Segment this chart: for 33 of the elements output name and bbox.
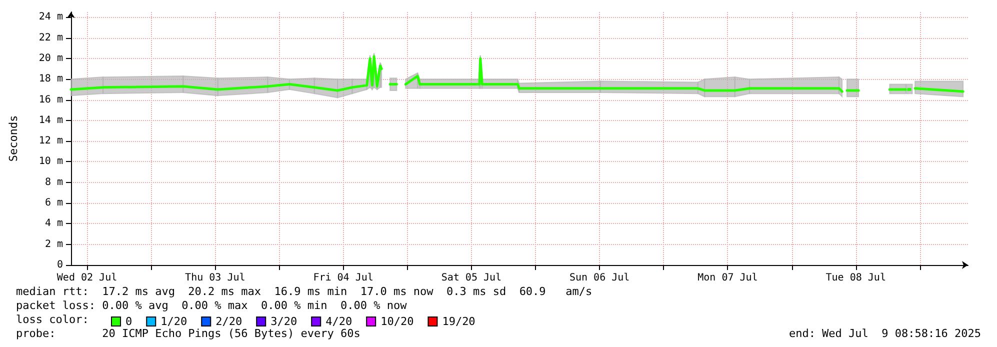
y-tick-label: 4 m <box>44 218 63 230</box>
x-tick-label: Mon 07 Jul <box>698 272 758 284</box>
y-tick-label: 16 m <box>38 94 63 106</box>
text: median rtt: 17.2 ms avg 20.2 ms max 16.9 ms min 17.0 ms now 0.3 ms sd 60.9 am/s <box>16 285 592 298</box>
legend-title: loss color: <box>16 313 89 326</box>
text: end: Wed Jul 9 08:58:16 2025 <box>788 327 982 340</box>
legend-label: 19/20 <box>442 315 476 328</box>
x-tick-label: Sun 06 Jul <box>569 272 630 284</box>
y-tick-label: 6 m <box>44 198 63 209</box>
legend-label: 0 <box>126 315 132 328</box>
y-tick-label: 10 m <box>38 156 63 168</box>
x-tick-label: Sat 05 Jul <box>441 272 502 284</box>
y-tick-label: 24 m <box>38 12 63 23</box>
legend-label: 4/20 <box>326 315 352 328</box>
text: probe: 20 ICMP Echo Pings (56 Bytes) every 60s <box>16 327 360 340</box>
text: packet loss: 0.00 % avg 0.00 % max 0.00 % min 0.00 % now <box>16 299 408 312</box>
legend-label: 3/20 <box>270 315 298 328</box>
legend-label: 1/20 <box>160 315 188 328</box>
y-tick-label: 12 m <box>38 136 63 147</box>
x-tick-label: Thu 03 Jul <box>185 272 246 284</box>
y-axis-title: Seconds <box>7 115 20 162</box>
y-tick-label: 2 m <box>44 238 63 250</box>
y-tick-label: 0 <box>56 260 63 270</box>
x-tick-label: Fri 04 Jul <box>313 272 374 284</box>
x-tick-label: Tue 08 Jul <box>826 272 886 284</box>
x-tick-label: Wed 02 Jul <box>56 272 118 284</box>
legend-label: 2/20 <box>216 315 242 328</box>
legend-label: 10/20 <box>380 315 414 328</box>
y-tick-label: 8 m <box>44 176 63 188</box>
y-tick-label: 20 m <box>38 52 63 64</box>
y-tick-label: 22 m <box>38 32 63 44</box>
y-tick-label: 14 m <box>38 114 63 126</box>
y-tick-label: 18 m <box>38 74 63 85</box>
